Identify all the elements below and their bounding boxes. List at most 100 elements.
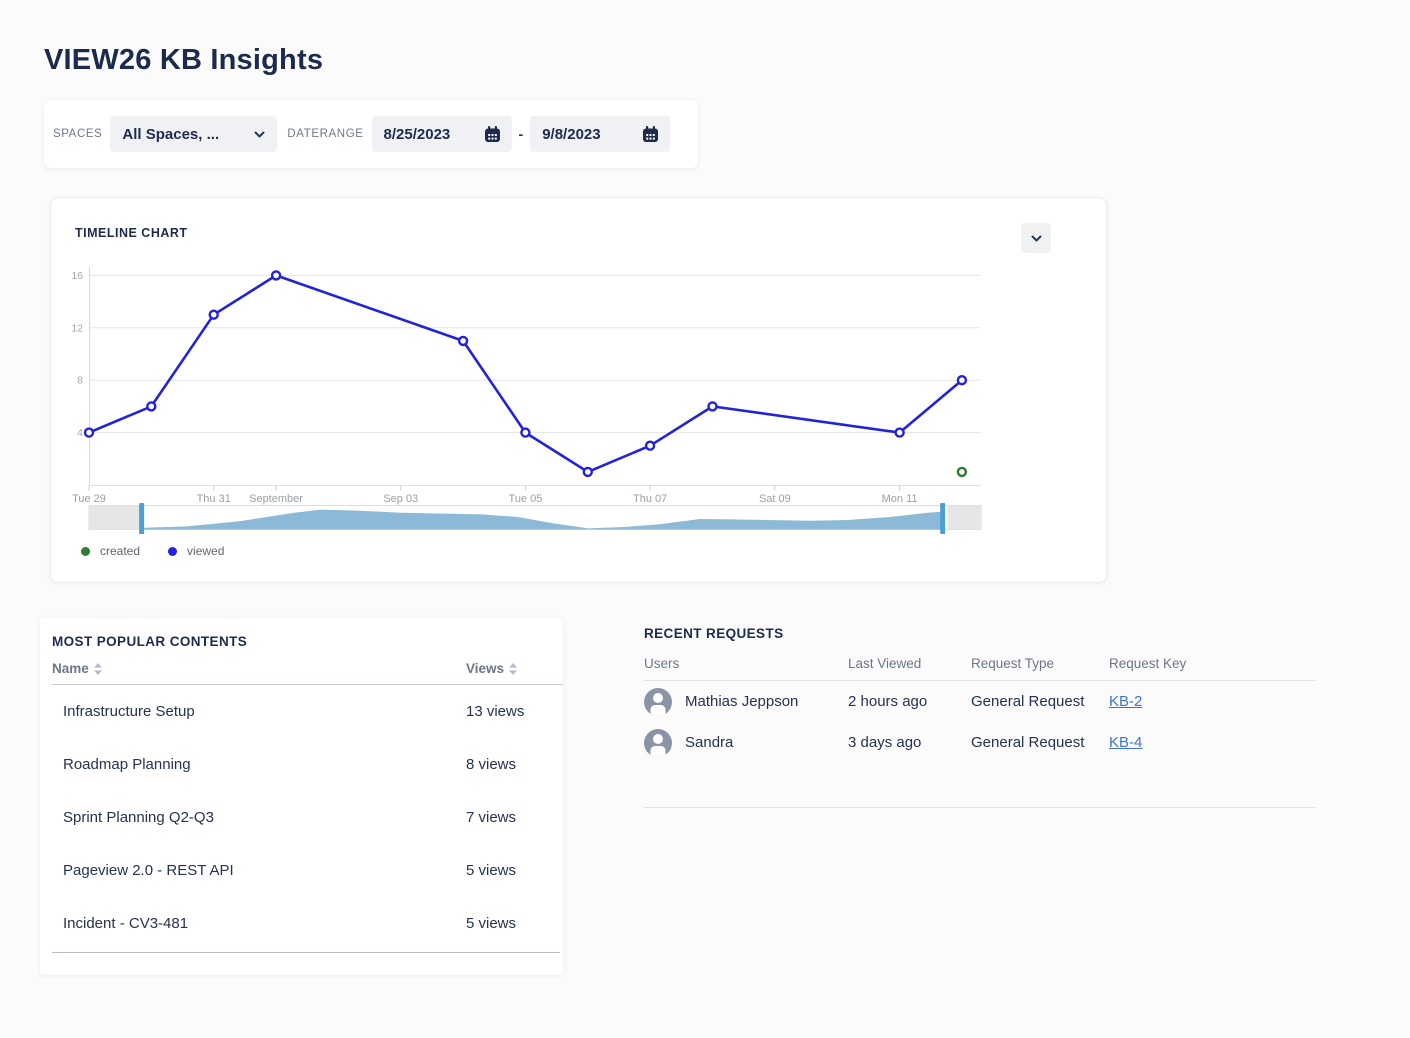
date-from-value: 8/25/2023 [383, 125, 451, 143]
collapse-chart-button[interactable] [1021, 223, 1051, 253]
brush-handle-left[interactable] [139, 503, 145, 534]
header-divider [644, 680, 1315, 681]
chevron-down-icon [254, 131, 265, 137]
request-key-link[interactable]: KB-2 [1109, 693, 1143, 710]
column-header-name-label: Name [52, 661, 89, 676]
viewed-point [457, 335, 469, 347]
viewed-point [270, 270, 282, 281]
content-name: Infrastructure Setup [63, 703, 195, 720]
avatar [644, 687, 672, 716]
column-header-last-viewed: Last Viewed [848, 656, 922, 671]
timeline-title: TIMELINE CHART [75, 226, 188, 240]
sort-icon [93, 662, 102, 675]
x-tick-label: Mon 11 [882, 493, 918, 505]
legend-label-created: created [100, 544, 141, 558]
timeline-brush-svg[interactable] [63, 503, 1013, 541]
viewed-point [83, 427, 95, 438]
table-row[interactable]: Roadmap Planning 8 views [52, 738, 563, 791]
y-tick-label: 8 [77, 375, 83, 387]
request-rows: Mathias Jeppson 2 hours ago General Reques… [644, 681, 1315, 763]
user-name: Mathias Jeppson [685, 693, 799, 710]
date-from-input[interactable]: 8/25/2023 [371, 116, 512, 152]
brush-area [144, 509, 943, 530]
user-cell: Sandra [644, 728, 848, 757]
x-tick-label: Thu 07 [633, 493, 667, 505]
table-row[interactable]: Sprint Planning Q2-Q3 7 views [52, 791, 563, 844]
viewed-line [88, 274, 963, 474]
popular-rows: Infrastructure Setup 13 views Roadmap Plan… [52, 685, 563, 950]
table-bottom-divider [644, 807, 1315, 808]
content-name: Sprint Planning Q2-Q3 [63, 809, 214, 826]
y-tick-label: 16 [71, 270, 83, 282]
y-tick-label: 4 [77, 427, 83, 439]
content-views: 7 views [466, 809, 517, 826]
content-name: Roadmap Planning [63, 756, 191, 773]
brush-track-right[interactable] [947, 505, 981, 530]
spaces-select[interactable]: All Spaces, ... [110, 116, 278, 152]
user-name: Sandra [685, 734, 734, 751]
last-viewed-cell: 3 days ago [848, 734, 922, 751]
viewed-point [894, 427, 905, 438]
page-title: VIEW26 KB Insights [44, 44, 324, 76]
request-key-link[interactable]: KB-4 [1109, 734, 1143, 751]
header-divider [52, 684, 563, 685]
timeline-card: TIMELINE CHART 4 8 12 16 Tue 29 Thu 31 Septemb… [50, 197, 1107, 583]
popular-table-header: Name Views [52, 661, 563, 676]
request-type-cell: General Request [971, 693, 1085, 710]
spaces-select-value: All Spaces, ... [122, 125, 220, 143]
content-views: 5 views [466, 915, 517, 932]
daterange-label: DATERANGE [287, 128, 364, 140]
viewed-point [146, 401, 157, 412]
table-row[interactable]: Infrastructure Setup 13 views [52, 685, 563, 738]
user-cell: Mathias Jeppson [644, 687, 848, 716]
column-header-views-label: Views [466, 661, 505, 676]
last-viewed-cell: 2 hours ago [848, 693, 928, 710]
request-key-cell: KB-2 [1109, 693, 1315, 710]
table-row: Mathias Jeppson 2 hours ago General Reques… [644, 681, 1315, 722]
requests-table-header: Users Last Viewed Request Type Request K… [644, 656, 1315, 671]
calendar-icon [484, 125, 500, 142]
request-key-cell: KB-4 [1109, 734, 1315, 751]
y-tick-label: 12 [71, 322, 83, 334]
column-header-views[interactable]: Views [466, 661, 563, 676]
filter-bar: SPACES All Spaces, ... DATERANGE 8/25/20… [44, 100, 698, 168]
content-name: Incident - CV3-481 [63, 915, 189, 932]
column-header-request-type: Request Type [971, 656, 1055, 671]
x-tick-label: Sep 03 [383, 493, 418, 505]
brush-handle-right[interactable] [940, 503, 946, 534]
date-to-value: 9/8/2023 [542, 125, 601, 143]
created-legend-dot [81, 546, 90, 556]
viewed-point [582, 466, 593, 478]
content-views: 13 views [466, 703, 525, 720]
table-bottom-divider [52, 952, 560, 953]
recent-requests-section: RECENT REQUESTS Users Last Viewed Reques… [630, 626, 1315, 808]
calendar-icon [643, 125, 659, 142]
content-name: Pageview 2.0 - REST API [63, 862, 234, 879]
x-tick-label: Tue 05 [509, 493, 543, 505]
x-tick-label: Thu 31 [197, 493, 231, 505]
recent-requests-title: RECENT REQUESTS [644, 626, 784, 641]
viewed-legend-dot [168, 546, 178, 556]
table-row: Sandra 3 days ago General Request KB-4 [644, 722, 1315, 763]
content-views: 5 views [466, 862, 517, 879]
brush-track-left[interactable] [89, 505, 142, 530]
table-row[interactable]: Incident - CV3-481 5 views [52, 897, 563, 950]
avatar [644, 728, 672, 757]
date-to-input[interactable]: 9/8/2023 [530, 116, 671, 152]
viewed-point [707, 401, 718, 412]
created-point [956, 466, 968, 478]
chevron-down-icon [1031, 235, 1041, 241]
chart-legend: created viewed [81, 544, 242, 558]
table-row[interactable]: Pageview 2.0 - REST API 5 views [52, 844, 563, 897]
column-header-users: Users [644, 656, 680, 671]
x-tick-label: Tue 29 [72, 493, 106, 505]
timeline-chart-svg: 4 8 12 16 Tue 29 Thu 31 September Sep 03 Tue 05 T… [71, 267, 981, 505]
request-type-cell: General Request [971, 734, 1085, 751]
viewed-point [956, 374, 968, 386]
column-header-name[interactable]: Name [52, 661, 466, 676]
x-tick-label: Sat 09 [759, 493, 791, 505]
date-separator: - [518, 126, 524, 142]
viewed-point [208, 309, 219, 320]
legend-label-viewed: viewed [187, 544, 225, 558]
